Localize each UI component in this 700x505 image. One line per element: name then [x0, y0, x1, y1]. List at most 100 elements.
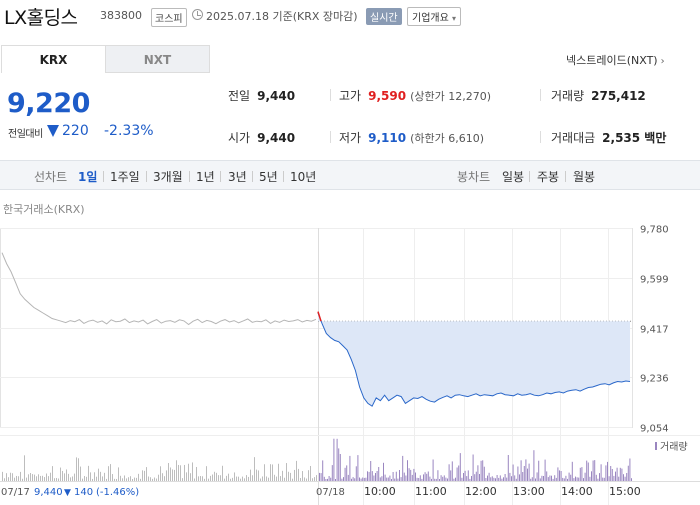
tab-krx[interactable]: KRX — [1, 45, 106, 73]
volume-bar — [282, 470, 283, 481]
nextrade-link[interactable]: 넥스트레이드(NXT) › — [566, 52, 665, 68]
volume-bar — [341, 478, 343, 481]
volume-bar — [62, 470, 63, 481]
volume-bar — [124, 475, 125, 481]
volume-bar — [517, 466, 519, 481]
volume-bar — [248, 476, 249, 481]
divider — [220, 171, 221, 182]
y-tick-label: 9,780 — [640, 225, 669, 236]
volume-bar — [493, 477, 495, 481]
volume-bar — [166, 470, 167, 481]
divider — [252, 171, 253, 182]
candle-monthly[interactable]: 월봉 — [573, 170, 596, 184]
volume-bar — [234, 472, 235, 481]
volume-bar — [170, 467, 171, 481]
stat-label: 거래량 — [551, 89, 585, 103]
current-price: 9,220 — [7, 88, 90, 119]
volume-bar — [587, 462, 589, 481]
volume-bar — [424, 472, 426, 481]
x-tick-label: 13:00 — [513, 485, 545, 498]
volume-bar — [198, 476, 199, 481]
volume-bar — [490, 477, 492, 481]
volume-bar — [148, 476, 149, 481]
volume-bar — [178, 464, 179, 481]
volume-bar — [520, 460, 522, 481]
volume-bar — [58, 478, 59, 481]
volume-bar — [362, 477, 364, 481]
volume-bar — [164, 476, 165, 481]
period-5y[interactable]: 5년 — [259, 170, 278, 184]
y-tick-label: 9,054 — [640, 424, 669, 435]
volume-bar — [96, 476, 97, 481]
volume-bar — [437, 470, 439, 481]
volume-bar — [286, 463, 287, 481]
volume-bar — [88, 465, 89, 481]
period-3y[interactable]: 3년 — [228, 170, 247, 184]
volume-bar — [405, 475, 407, 481]
volume-bar — [554, 475, 556, 481]
company-info-dropdown[interactable]: 기업개요 ▾ — [407, 7, 462, 26]
volume-bar — [589, 476, 591, 481]
volume-bar — [202, 476, 203, 481]
volume-bar — [602, 477, 604, 481]
volume-bar — [595, 474, 597, 481]
volume-bar — [296, 460, 297, 481]
volume-bar — [597, 478, 599, 481]
volume-bar — [6, 473, 7, 481]
volume-bar — [142, 470, 143, 481]
prev-day-close: 9,440 — [34, 487, 63, 498]
volume-bar — [26, 477, 27, 481]
volume-bar — [66, 469, 67, 481]
volume-bar — [280, 476, 281, 481]
period-1d[interactable]: 1일 — [78, 170, 98, 184]
volume-bar — [397, 478, 399, 481]
volume-bar — [278, 463, 279, 481]
volume-bar — [426, 473, 428, 481]
volume-bar — [90, 472, 91, 481]
date-info: 2025.07.18 기준(KRX 장마감) — [206, 10, 358, 23]
volume-bar — [608, 476, 610, 481]
stat-value: 9,440 — [257, 131, 296, 145]
volume-bar — [432, 459, 434, 481]
volume-bar — [618, 476, 620, 481]
price-change-pct: -2.33% — [104, 123, 154, 139]
period-3m[interactable]: 3개월 — [153, 170, 183, 184]
volume-bar — [346, 465, 348, 481]
volume-bar — [594, 460, 596, 481]
divider — [103, 171, 104, 182]
volume-bar — [298, 468, 299, 481]
volume-bar — [471, 476, 472, 481]
volume-bar — [395, 471, 397, 481]
volume-bar — [408, 468, 410, 481]
candle-weekly[interactable]: 주봉 — [537, 170, 560, 184]
down-arrow-icon: ▼ — [64, 488, 71, 498]
period-1y[interactable]: 1년 — [196, 170, 215, 184]
volume-bar — [116, 478, 117, 481]
volume-bar — [264, 464, 265, 481]
volume-bar — [371, 471, 373, 481]
candle-daily[interactable]: 일봉 — [502, 170, 525, 184]
volume-bar — [250, 469, 251, 481]
volume-bar — [394, 478, 396, 481]
volume-bar — [118, 467, 119, 481]
stat-low: 저가 9,110 (하한가 6,610) — [339, 129, 484, 146]
period-1w[interactable]: 1주일 — [110, 170, 140, 184]
realtime-button[interactable]: 실시간 — [366, 8, 402, 25]
volume-bar — [423, 474, 424, 481]
tab-nxt[interactable]: NXT — [105, 45, 210, 73]
volume-bar — [482, 460, 484, 481]
volume-bar — [466, 476, 468, 481]
volume-bar — [192, 462, 193, 481]
volume-bar — [360, 478, 362, 481]
volume-bar — [392, 472, 394, 481]
volume-bar — [252, 475, 253, 481]
volume-bar — [539, 478, 541, 481]
volume-bar — [244, 478, 245, 481]
period-10y[interactable]: 10년 — [290, 170, 317, 184]
volume-bar — [607, 461, 608, 481]
volume-bar — [498, 477, 500, 481]
volume-bar — [458, 465, 460, 481]
stock-code: 383800 — [100, 9, 142, 22]
volume-bar — [515, 478, 517, 481]
divider — [529, 171, 530, 182]
